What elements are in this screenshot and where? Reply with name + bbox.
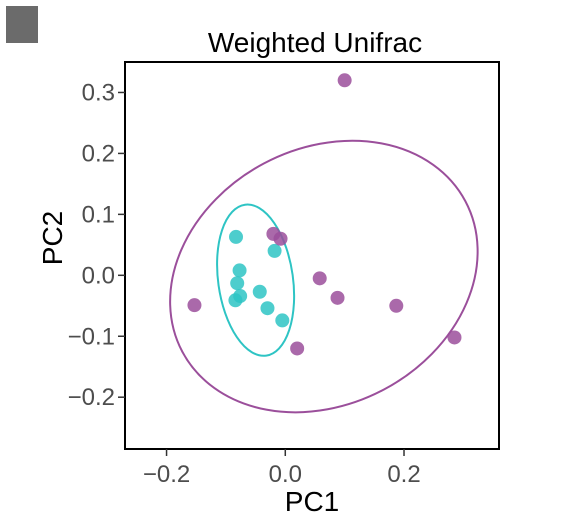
data-point <box>273 231 288 246</box>
data-point <box>290 341 305 356</box>
data-point <box>230 276 245 291</box>
chart-title: Weighted Unifrac <box>208 27 422 58</box>
x-axis-title: PC1 <box>285 486 339 517</box>
data-point <box>187 298 202 313</box>
data-point <box>312 271 327 286</box>
data-point <box>229 229 244 244</box>
plot-frame <box>124 61 500 450</box>
x-tick-label: 0.2 <box>387 461 420 488</box>
data-points <box>187 73 462 356</box>
y-tick-label: 0.0 <box>82 262 115 289</box>
confidence-ellipse <box>169 139 479 414</box>
data-point <box>267 243 282 258</box>
data-point <box>330 290 345 305</box>
y-tick-label: 0.3 <box>82 79 115 106</box>
y-tick-label: 0.1 <box>82 201 115 228</box>
y-axis-title: PC2 <box>37 211 68 265</box>
x-tick-label: −0.2 <box>143 461 190 488</box>
data-point <box>228 293 243 308</box>
data-point <box>447 330 462 345</box>
x-axis: −0.2 0.0 0.2 <box>143 449 421 488</box>
data-point <box>252 284 267 299</box>
data-point <box>275 313 290 328</box>
panel-marker <box>6 6 38 43</box>
data-point <box>232 263 247 278</box>
confidence-ellipse <box>216 203 296 357</box>
data-point <box>260 301 275 316</box>
y-tick-label: −0.1 <box>68 323 115 350</box>
data-point <box>337 73 352 88</box>
y-tick-label: −0.2 <box>68 384 115 411</box>
confidence-ellipses <box>169 139 479 414</box>
data-point <box>389 298 404 313</box>
y-axis: 0.3 0.2 0.1 0.0 −0.1 −0.2 <box>68 79 125 411</box>
x-tick-label: 0.0 <box>269 461 302 488</box>
y-tick-label: 0.2 <box>82 140 115 167</box>
